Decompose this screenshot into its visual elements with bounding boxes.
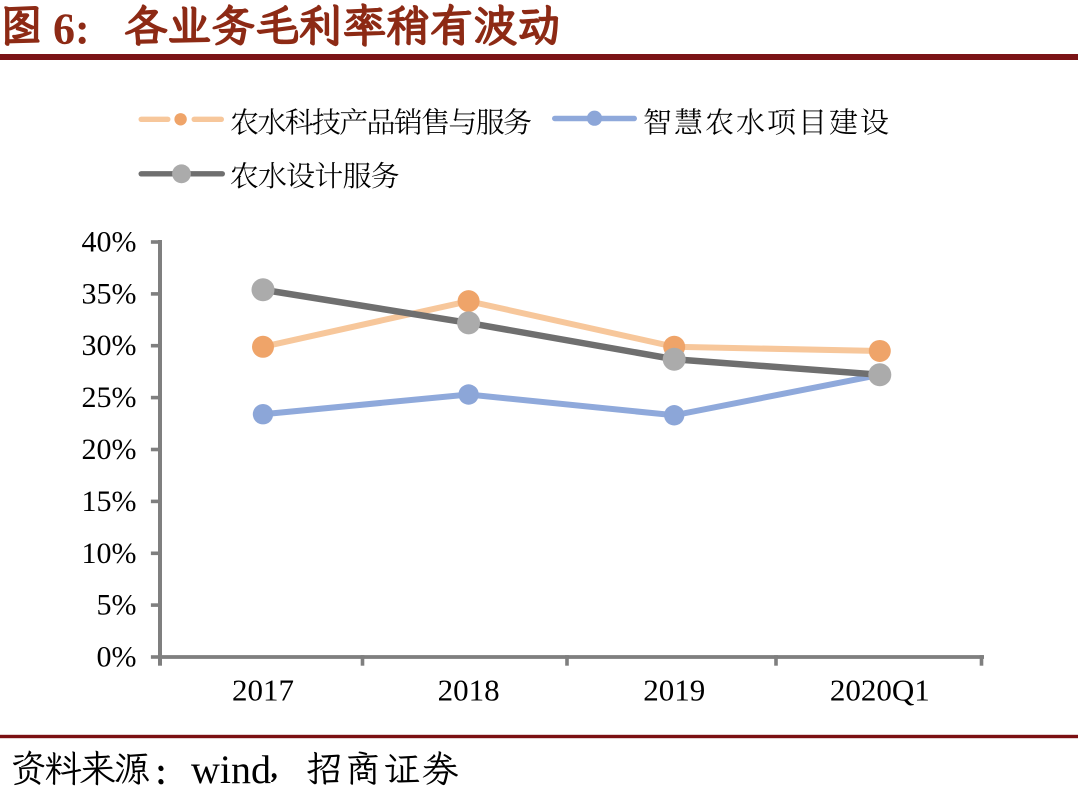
svg-text:2018: 2018 xyxy=(438,672,500,707)
svg-text:0%: 0% xyxy=(97,641,137,674)
svg-text:2017: 2017 xyxy=(232,672,294,707)
svg-text:10%: 10% xyxy=(82,537,137,570)
svg-text:15%: 15% xyxy=(82,485,137,518)
svg-text:2019: 2019 xyxy=(643,672,705,707)
svg-text:2020Q1: 2020Q1 xyxy=(830,672,930,707)
svg-text:30%: 30% xyxy=(82,329,137,362)
svg-text:25%: 25% xyxy=(82,381,137,414)
svg-text:35%: 35% xyxy=(82,277,137,310)
svg-text:5%: 5% xyxy=(97,589,137,622)
svg-text:20%: 20% xyxy=(82,433,137,466)
svg-text:40%: 40% xyxy=(82,226,137,259)
svg-text:6:: 6: xyxy=(53,5,90,54)
svg-text:wind: wind xyxy=(191,747,271,792)
